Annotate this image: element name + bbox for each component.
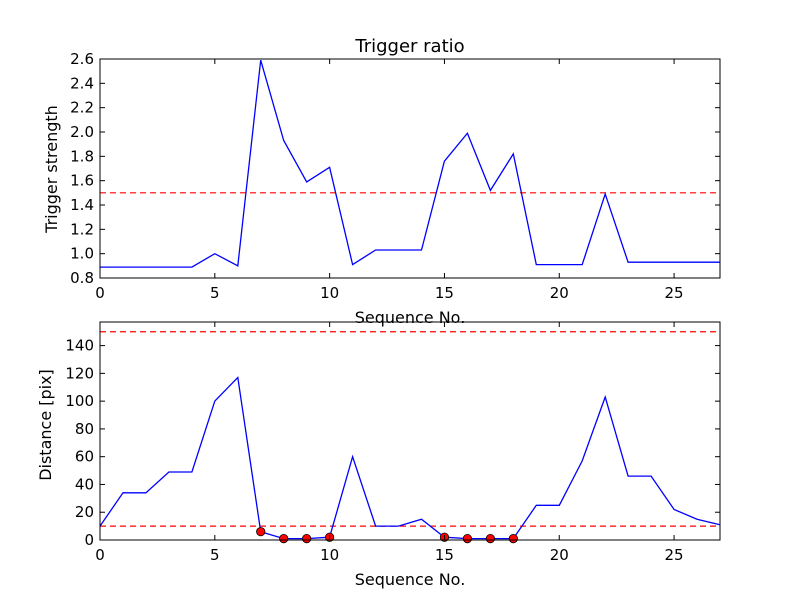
- data-point-marker: [485, 534, 495, 544]
- y-tick-label: 0.8: [70, 269, 94, 287]
- x-tick-label: 5: [210, 284, 220, 302]
- top-xlabel: Sequence No.: [355, 308, 466, 327]
- data-point-marker: [256, 527, 266, 537]
- y-tick-label: 1.2: [70, 220, 94, 238]
- bottom-xlabel: Sequence No.: [355, 570, 466, 589]
- y-tick-label: 60: [75, 448, 94, 466]
- data-point-marker: [302, 534, 312, 544]
- axes-frame: [99, 321, 721, 541]
- x-tick-label: 0: [95, 284, 105, 302]
- x-tick-label: 15: [435, 284, 454, 302]
- bottom-plot: 0 5 10 15 20 25 0 20 40 60 80 100 120 140: [65, 321, 721, 564]
- y-tick-label: 2.0: [70, 123, 94, 141]
- data-point-marker: [462, 534, 473, 544]
- x-tick-label: 15: [435, 546, 454, 564]
- bottom-ylabel: Distance [pix]: [36, 369, 55, 481]
- x-tick-label: 25: [665, 546, 684, 564]
- chart-title: Trigger ratio: [354, 36, 464, 57]
- y-tick-label: 140: [65, 337, 94, 355]
- x-tick-label: 5: [210, 546, 220, 564]
- top-ylabel: Trigger strength: [42, 105, 61, 234]
- y-tick-label: 1.0: [70, 245, 94, 263]
- y-tick-label: 2.6: [70, 50, 94, 68]
- y-tick-label: 1.4: [70, 196, 94, 214]
- y-tick-label: 2.2: [70, 99, 94, 117]
- y-tick-label: 1.6: [70, 172, 94, 190]
- y-tick-label: 20: [75, 503, 94, 521]
- series-line: [99, 376, 721, 540]
- series-line: [100, 60, 720, 268]
- x-tick-label: 20: [550, 546, 569, 564]
- y-tick-label: 80: [75, 420, 94, 438]
- x-tick-label: 0: [95, 546, 105, 564]
- axes-frame: [99, 58, 721, 279]
- top-plot: 0 5 10 15 20 25 0.8 1.0 1.2 1.4 1.6 1.8 2.0 2.2 2.4 2.6: [70, 50, 721, 302]
- data-point-marker: [279, 534, 289, 544]
- y-tick-label: 1.8: [70, 147, 94, 165]
- y-tick-label: 120: [65, 364, 94, 382]
- y-tick-label: 40: [75, 475, 94, 493]
- x-tick-label: 10: [320, 284, 339, 302]
- y-tick-label: 100: [65, 392, 94, 410]
- y-tick-label: 2.4: [70, 74, 94, 92]
- x-tick-label: 25: [665, 284, 684, 302]
- x-tick-label: 20: [550, 284, 569, 302]
- x-tick-label: 10: [320, 546, 339, 564]
- data-point-marker: [508, 534, 518, 544]
- y-tick-label: 0: [84, 531, 94, 549]
